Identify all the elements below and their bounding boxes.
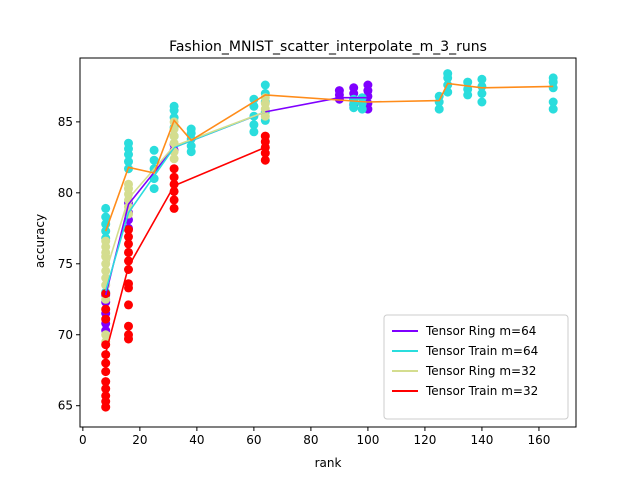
series-3-point xyxy=(169,203,179,213)
legend-entry: Tensor Train m=64 xyxy=(425,344,538,358)
series-1-point xyxy=(477,81,487,91)
series-1-point xyxy=(477,89,487,98)
x-tick-label: 0 xyxy=(79,433,87,447)
series-1-point xyxy=(186,124,196,134)
y-axis-label: accuracy xyxy=(33,214,47,268)
y-tick-label: 85 xyxy=(58,115,73,129)
series-1-point xyxy=(434,91,444,101)
series-1-point xyxy=(149,155,159,165)
y-tick-label: 75 xyxy=(58,257,73,271)
series-1-point xyxy=(434,104,444,114)
series-1-point xyxy=(477,74,487,84)
series-3-point xyxy=(101,367,111,377)
series-3-point xyxy=(101,377,111,387)
series-1-point xyxy=(548,73,558,83)
x-tick-label: 20 xyxy=(132,433,147,447)
series-3-point xyxy=(101,358,111,368)
x-tick-label: 40 xyxy=(189,433,204,447)
series-1-point xyxy=(149,184,159,194)
series-3-point xyxy=(124,225,133,235)
series-1-point xyxy=(149,145,159,155)
series-3-point xyxy=(124,247,133,257)
series-3-point xyxy=(124,239,133,249)
series-3-point xyxy=(124,321,133,331)
series-1-point xyxy=(186,141,196,151)
series-1-point xyxy=(477,97,487,107)
series-2-point xyxy=(169,154,179,164)
y-tick-label: 80 xyxy=(58,186,73,200)
y-tick-label: 70 xyxy=(58,328,73,342)
series-3-point xyxy=(169,179,179,189)
series-1-point xyxy=(548,104,558,114)
series-2-point xyxy=(169,131,179,141)
x-tick-label: 80 xyxy=(303,433,318,447)
series-3-line xyxy=(104,146,266,354)
series-3-point xyxy=(124,330,133,340)
series-3-point xyxy=(169,195,179,205)
series-0-point xyxy=(363,80,373,90)
y-tick-label: 65 xyxy=(58,399,73,413)
series-1-point xyxy=(101,212,111,222)
series-1-point xyxy=(249,120,259,130)
legend-entry: Tensor Ring m=64 xyxy=(425,324,536,338)
series-1-point xyxy=(169,101,179,111)
axes: 0 20 40 60 80 100 120 140 160 65 70 75 80 85 xyxy=(58,57,577,447)
x-tick-label: 60 xyxy=(246,433,261,447)
series-1-point xyxy=(249,127,259,137)
series-2-point xyxy=(101,330,111,340)
series-4-line xyxy=(104,82,554,232)
series-3-point xyxy=(101,304,111,314)
series-1-point xyxy=(124,157,133,167)
series-1-point xyxy=(249,94,259,104)
x-axis-label: rank xyxy=(315,456,342,470)
series-0-line xyxy=(104,96,368,296)
legend-entry: Tensor Train m=32 xyxy=(425,384,538,398)
series-1-point xyxy=(349,94,359,104)
series-1-point xyxy=(260,80,270,90)
series-3-point xyxy=(124,232,133,242)
series-3-point xyxy=(124,279,133,289)
series-1-point xyxy=(443,87,453,97)
series-1-point xyxy=(101,203,111,213)
x-tick-label: 160 xyxy=(527,433,550,447)
legend: Tensor Ring m=64 Tensor Train m=64 Tensor … xyxy=(383,314,569,420)
x-tick-label: 120 xyxy=(413,433,436,447)
series-3-point xyxy=(101,384,111,394)
series-3-point xyxy=(101,314,111,324)
series-2-point xyxy=(101,236,111,246)
chart-title: Fashion_MNIST_scatter_interpolate_m_3_ru… xyxy=(169,39,487,55)
series-1-point xyxy=(124,138,133,148)
series-3-point xyxy=(260,131,270,141)
series-3-point xyxy=(101,391,111,401)
series-3-point xyxy=(101,350,111,360)
legend-box xyxy=(383,314,569,420)
series-2-point xyxy=(124,179,133,189)
x-tick-label: 100 xyxy=(356,433,379,447)
series-1-point xyxy=(443,69,453,79)
x-tick-label: 140 xyxy=(470,433,493,447)
legend-entry: Tensor Ring m=32 xyxy=(425,364,536,378)
series-2-point xyxy=(260,111,270,121)
series-1-point xyxy=(463,77,473,87)
series-3-point xyxy=(169,172,179,182)
series-3-point xyxy=(124,300,133,310)
series-3-point xyxy=(260,155,270,165)
series-3-point xyxy=(169,164,179,174)
axes-frame xyxy=(79,57,577,428)
series-0-point xyxy=(349,83,359,93)
series-1-point xyxy=(548,97,558,107)
series-0-point xyxy=(334,86,344,96)
plot-area xyxy=(101,69,558,412)
